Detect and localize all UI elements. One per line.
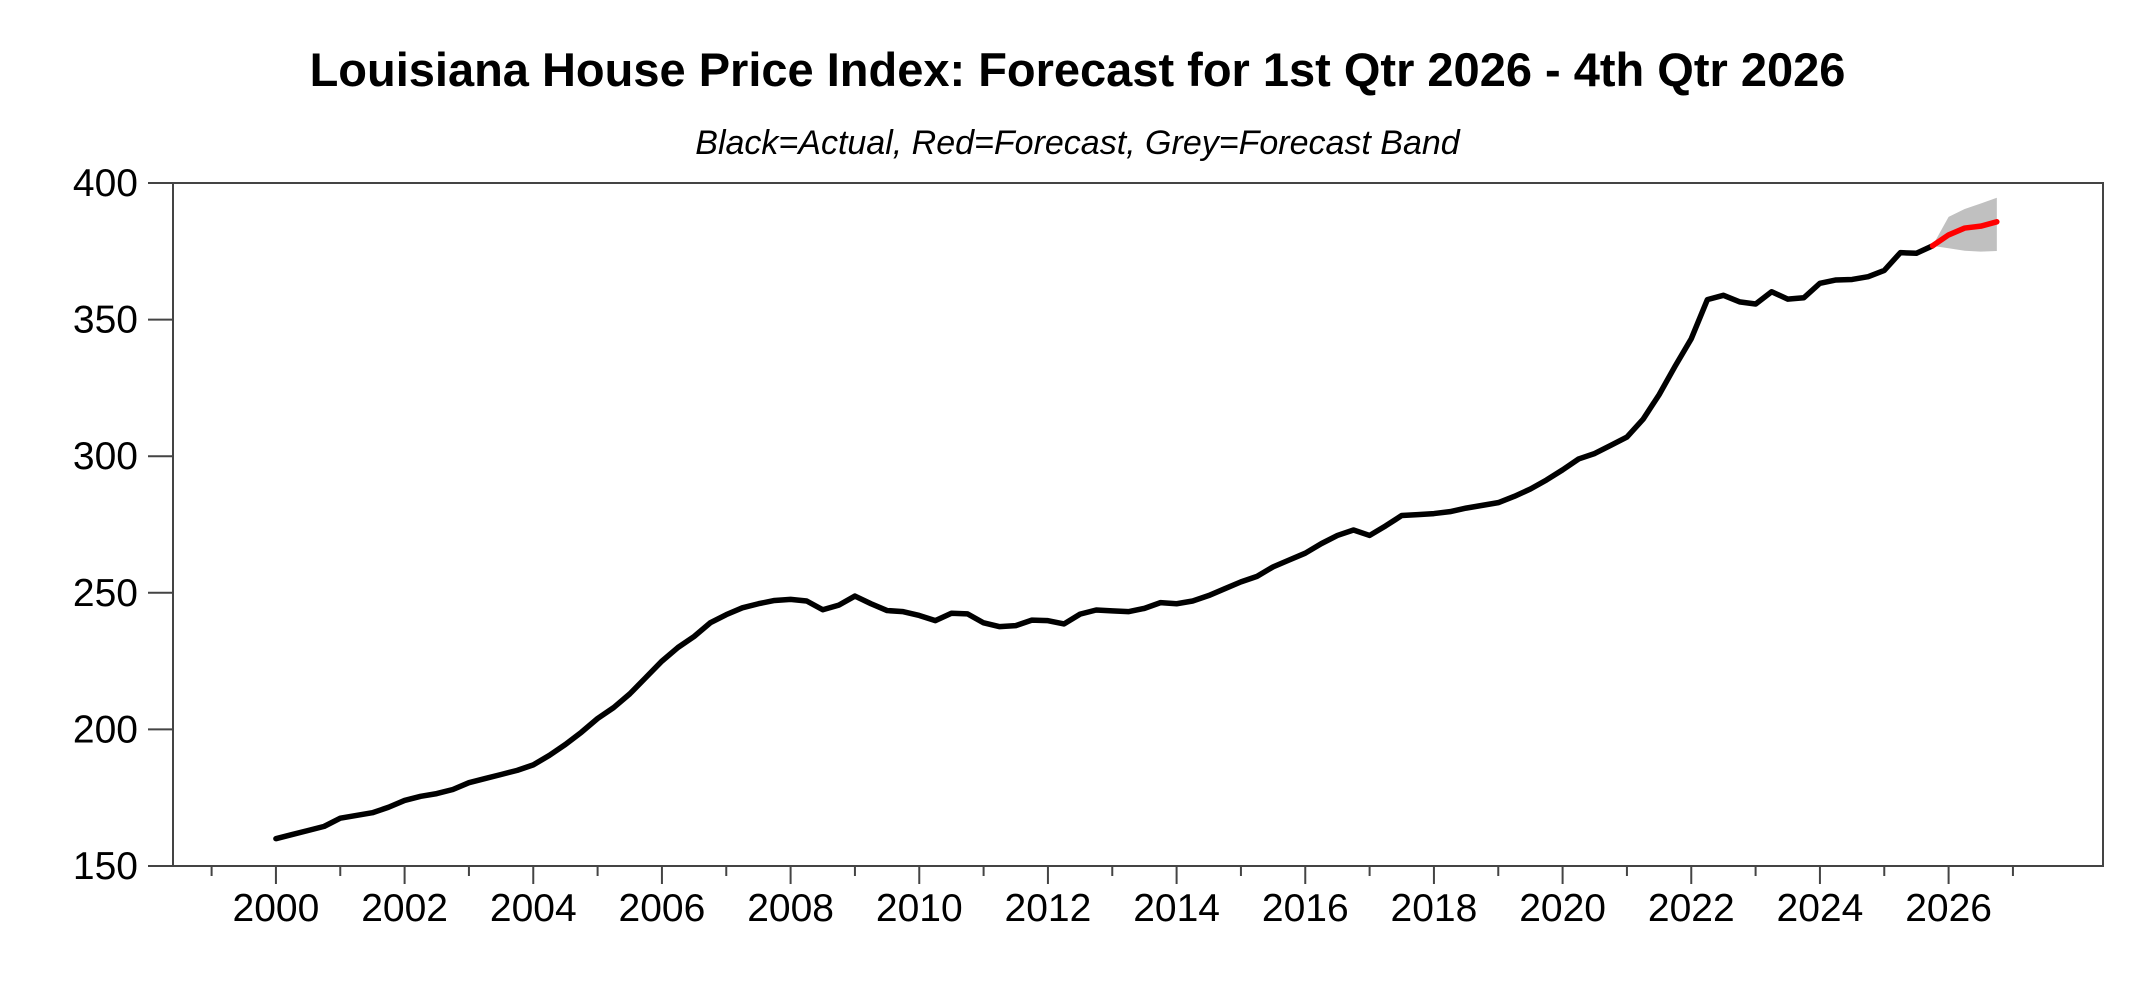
axis-frame <box>172 182 2104 867</box>
x-tick-label: 2004 <box>490 887 577 930</box>
x-tick-label: 2010 <box>876 887 963 930</box>
y-tick-label: 200 <box>73 708 138 751</box>
x-tick-label: 2016 <box>1262 887 1349 930</box>
y-tick-label: 250 <box>73 572 138 615</box>
chart-title: Louisiana House Price Index: Forecast fo… <box>309 43 1846 96</box>
x-tick-label: 2008 <box>747 887 834 930</box>
x-tick-label: 2022 <box>1648 887 1735 930</box>
series-forecast-line <box>1929 219 2000 249</box>
x-tick-label: 2012 <box>1005 887 1092 930</box>
x-tick-label: 2002 <box>361 887 448 930</box>
x-tick-label: 2024 <box>1777 887 1864 930</box>
x-tick-label: 2020 <box>1519 887 1606 930</box>
series-actual-line <box>273 243 1936 842</box>
y-tick-label: 300 <box>73 435 138 478</box>
chart-subtitle: Black=Actual, Red=Forecast, Grey=Forecas… <box>695 124 1460 162</box>
x-tick-label: 2018 <box>1391 887 1478 930</box>
x-tick-label: 2014 <box>1133 887 1220 930</box>
y-tick-label: 400 <box>73 162 138 205</box>
x-tick-label: 2026 <box>1905 887 1992 930</box>
x-tick-label: 2006 <box>619 887 706 930</box>
y-tick-label: 150 <box>73 845 138 888</box>
x-tick-label: 2000 <box>233 887 320 930</box>
y-tick-label: 350 <box>73 299 138 342</box>
